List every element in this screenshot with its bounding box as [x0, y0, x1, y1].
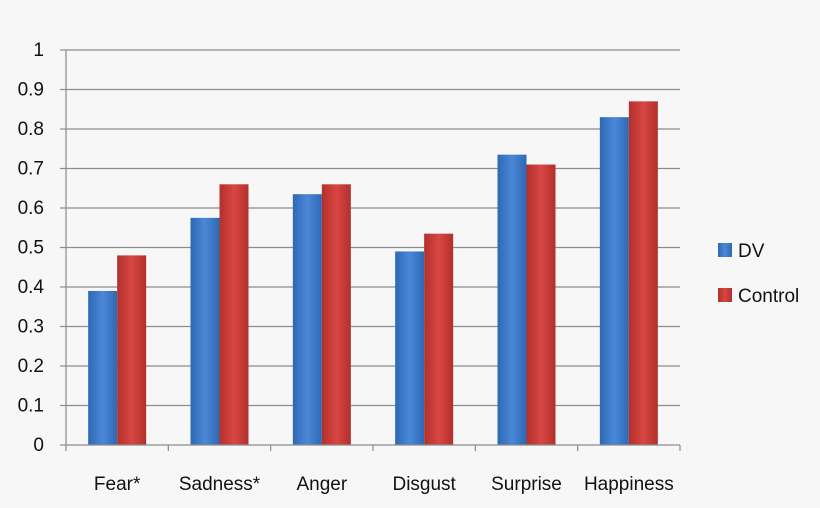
y-tick-label: 0: [33, 435, 44, 456]
category-label: Anger: [296, 474, 347, 495]
gridlines: [66, 49, 680, 407]
legend-label-control: Control: [738, 286, 799, 307]
y-tick-label: 1: [33, 40, 44, 61]
legend-label-dv: DV: [738, 241, 765, 262]
bar-dv-sadness: [190, 217, 220, 445]
bar-control-disgust: [424, 233, 454, 445]
bar-control-anger: [321, 184, 351, 446]
bar-dv-anger: [292, 194, 322, 445]
y-tick-label: 0.8: [18, 119, 44, 140]
axes: [60, 49, 681, 451]
y-tick-label: 0.9: [18, 80, 44, 101]
bar-dv-surprise: [497, 154, 527, 446]
category-label: Disgust: [392, 474, 456, 495]
bar-control-fear: [117, 255, 147, 445]
legend-swatch-control: [718, 288, 732, 302]
legend: DV Control: [718, 241, 799, 307]
bar-control-happiness: [628, 101, 658, 445]
y-tick-labels: 0 0.1 0.2 0.3 0.4 0.5 0.6 0.7 0.8 0.9 1: [18, 40, 45, 456]
legend-swatch-dv: [718, 243, 732, 257]
category-label: Surprise: [491, 474, 562, 495]
category-label: Sadness*: [179, 474, 261, 495]
bar-control-surprise: [526, 164, 556, 446]
bars: [88, 101, 658, 446]
y-tick-label: 0.4: [18, 277, 45, 298]
category-label: Fear*: [94, 474, 141, 495]
y-tick-label: 0.2: [18, 356, 44, 377]
bar-dv-fear: [88, 290, 118, 445]
bar-control-sadness: [219, 184, 249, 446]
y-tick-label: 0.7: [18, 159, 44, 180]
category-label: Happiness: [584, 474, 674, 495]
bar-dv-happiness: [599, 117, 629, 446]
y-tick-label: 0.5: [18, 238, 44, 259]
y-tick-label: 0.6: [18, 198, 44, 219]
category-labels: Fear* Sadness* Anger Disgust Surprise Happine…: [94, 474, 674, 495]
y-tick-label: 0.1: [18, 396, 44, 417]
y-tick-label: 0.3: [18, 317, 44, 338]
bar-dv-disgust: [395, 251, 425, 445]
